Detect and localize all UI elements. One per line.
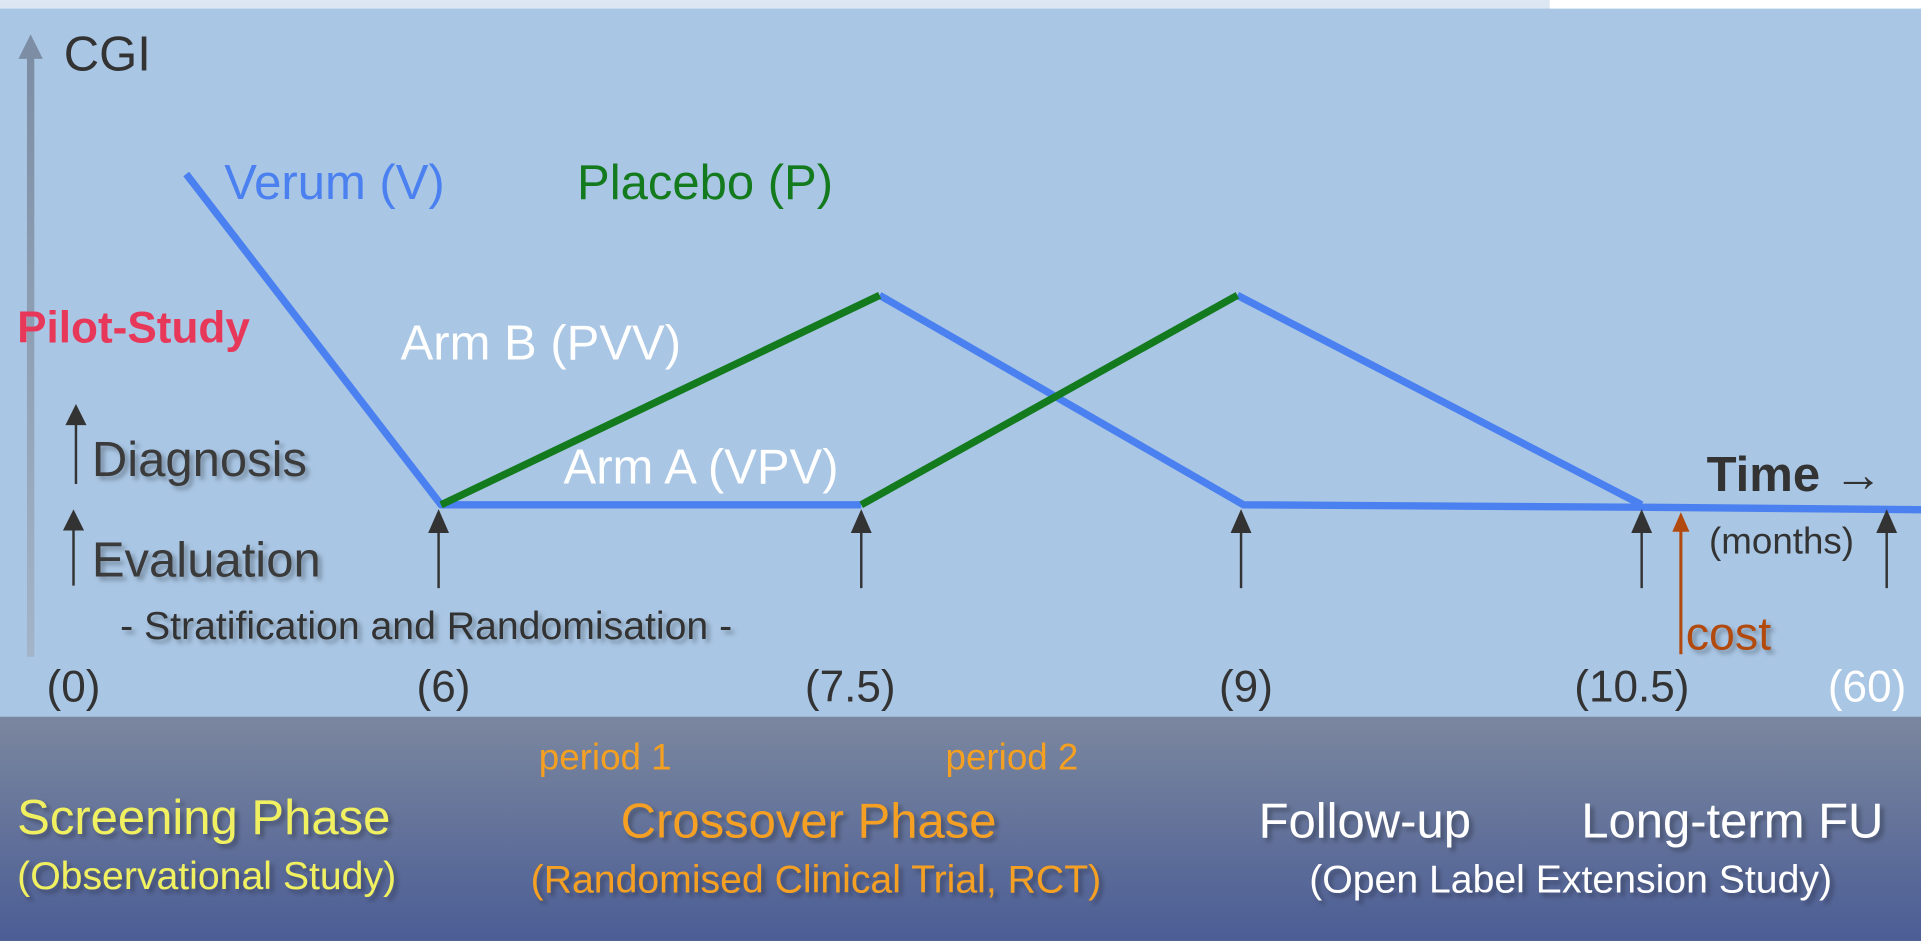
cost-label: cost: [1686, 607, 1771, 659]
arrowhead: [1631, 509, 1653, 533]
arrowhead: [428, 509, 450, 533]
curves: [183, 171, 1921, 514]
time-unit: (months): [1709, 521, 1854, 562]
time-label: (7.5): [805, 662, 896, 711]
arrowhead: [1876, 509, 1898, 533]
verum-line: [1235, 292, 1644, 509]
period-label: period 1: [539, 736, 672, 777]
verum-line: [877, 292, 1921, 514]
phase-subtitle: (Randomised Clinical Trial, RCT): [531, 859, 1102, 902]
y-axis: [26, 56, 35, 657]
arrowhead: [65, 404, 87, 426]
placebo-line: [439, 291, 882, 509]
time-label: (10.5): [1574, 662, 1689, 711]
phase-subtitle: (Observational Study): [17, 855, 396, 898]
phase-title: Long-term FU: [1581, 794, 1883, 848]
evaluation-label: Evaluation: [92, 534, 321, 588]
period-label: period 2: [946, 736, 1079, 777]
phase-title: Screening Phase: [17, 791, 390, 845]
time-label: Time →: [1707, 448, 1883, 502]
arrowhead: [1230, 509, 1252, 533]
y-axis-arrowhead: [18, 34, 43, 59]
diagnosis-label: Diagnosis: [92, 433, 307, 487]
time-label: (0): [47, 662, 101, 711]
axis-label: CGI: [64, 28, 151, 82]
arrowhead: [62, 509, 85, 531]
phase-band: [0, 716, 1921, 941]
legend-placebo: Placebo (P): [577, 156, 833, 210]
phase-subtitle: (Open Label Extension Study): [1309, 859, 1832, 902]
arm-b-label: Arm B (PVV): [401, 317, 681, 371]
pilot-label: Pilot-Study: [17, 303, 250, 352]
step-arrows: [62, 404, 87, 586]
phase-title: Follow-up: [1259, 794, 1471, 848]
top-strip: [0, 0, 1921, 10]
arm-a-label: Arm A (VPV): [564, 440, 839, 494]
arrowhead: [850, 509, 872, 533]
time-label: (60): [1828, 662, 1906, 711]
stratification-label: - Stratification and Randomisation -: [120, 605, 732, 648]
phase-title: Crossover Phase: [621, 794, 997, 848]
top-strip-white: [1549, 0, 1921, 10]
placebo-line: [859, 292, 1240, 509]
time-arrows: [428, 509, 1898, 589]
legend-verum: Verum (V): [224, 156, 445, 210]
time-label: (9): [1219, 662, 1273, 711]
chart-area: [0, 8, 1921, 718]
time-label: (6): [417, 662, 471, 711]
cost-arrowhead: [1672, 512, 1690, 532]
